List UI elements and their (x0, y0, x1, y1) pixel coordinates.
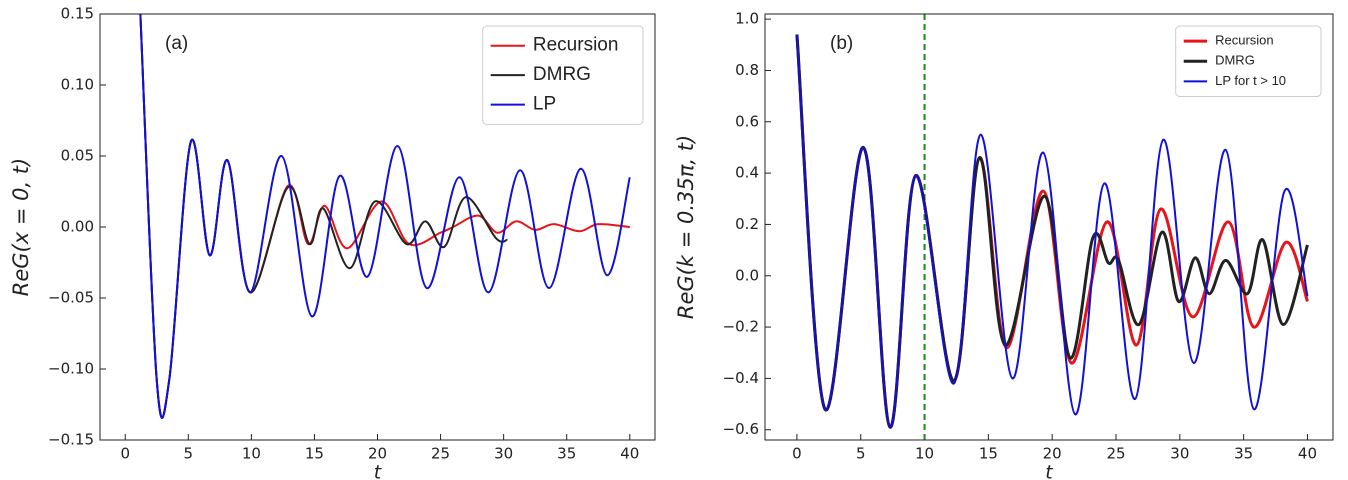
x-tick-label: 20 (368, 445, 387, 463)
panel-label: (b) (830, 33, 853, 54)
y-tick-label: 0.05 (61, 147, 94, 165)
x-tick-label: 30 (494, 445, 513, 463)
x-tick-label: 5 (184, 445, 194, 463)
legend-label: Recursion (1215, 33, 1274, 48)
x-tick-label: 15 (979, 445, 998, 463)
legend-label: LP (533, 94, 556, 115)
y-tick-label: −0.4 (723, 369, 759, 387)
x-tick-label: 10 (915, 445, 934, 463)
y-tick-label: −0.10 (48, 360, 94, 378)
x-tick-label: 0 (792, 445, 802, 463)
legend-box (482, 25, 644, 125)
plot-area (139, 14, 631, 419)
x-axis-label: t (374, 462, 383, 480)
x-tick-label: 25 (1106, 445, 1125, 463)
legend-label: Recursion (533, 35, 619, 56)
y-tick-label: −0.05 (48, 289, 94, 307)
y-tick-label: −0.2 (723, 318, 759, 336)
y-axis-label: ReG(x = 0, t) (9, 158, 33, 297)
y-axis-label: ReG(k = 0.35π, t) (674, 135, 698, 319)
x-tick-label: 10 (242, 445, 261, 463)
x-tick-label: 20 (1043, 445, 1062, 463)
x-tick-label: 25 (431, 445, 450, 463)
axes-frame (99, 13, 656, 441)
x-tick-label: 0 (120, 445, 130, 463)
series-line (795, 34, 1309, 429)
y-tick-label: 0.10 (61, 76, 94, 94)
legend-label: DMRG (533, 64, 591, 85)
y-tick-label: 0.8 (735, 61, 759, 79)
y-tick-label: 0.4 (735, 164, 759, 182)
x-tick-label: 15 (305, 445, 324, 463)
y-tick-label: 0.00 (61, 218, 94, 236)
panel-label: (a) (165, 33, 188, 54)
legend-label: DMRG (1215, 53, 1255, 68)
x-tick-label: 40 (620, 445, 639, 463)
x-axis-label: t (1045, 462, 1054, 480)
series-line (139, 14, 631, 419)
y-tick-label: 0.2 (735, 215, 759, 233)
plot-area (795, 14, 1309, 440)
y-tick-label: −0.15 (48, 431, 94, 449)
y-tick-label: 0.0 (735, 266, 759, 284)
y-tick-label: 1.0 (735, 10, 759, 28)
series-line (139, 14, 508, 419)
axes-frame (764, 13, 1334, 441)
x-tick-label: 35 (1234, 445, 1253, 463)
legend-box (1175, 25, 1322, 97)
x-tick-label: 30 (1170, 445, 1189, 463)
x-tick-label: 5 (856, 445, 866, 463)
x-tick-label: 40 (1298, 445, 1317, 463)
x-tick-label: 35 (557, 445, 576, 463)
legend-label: LP for t > 10 (1215, 73, 1286, 88)
y-tick-label: 0.15 (61, 5, 94, 23)
y-tick-label: 0.6 (735, 112, 759, 130)
y-tick-label: −0.6 (723, 420, 759, 438)
